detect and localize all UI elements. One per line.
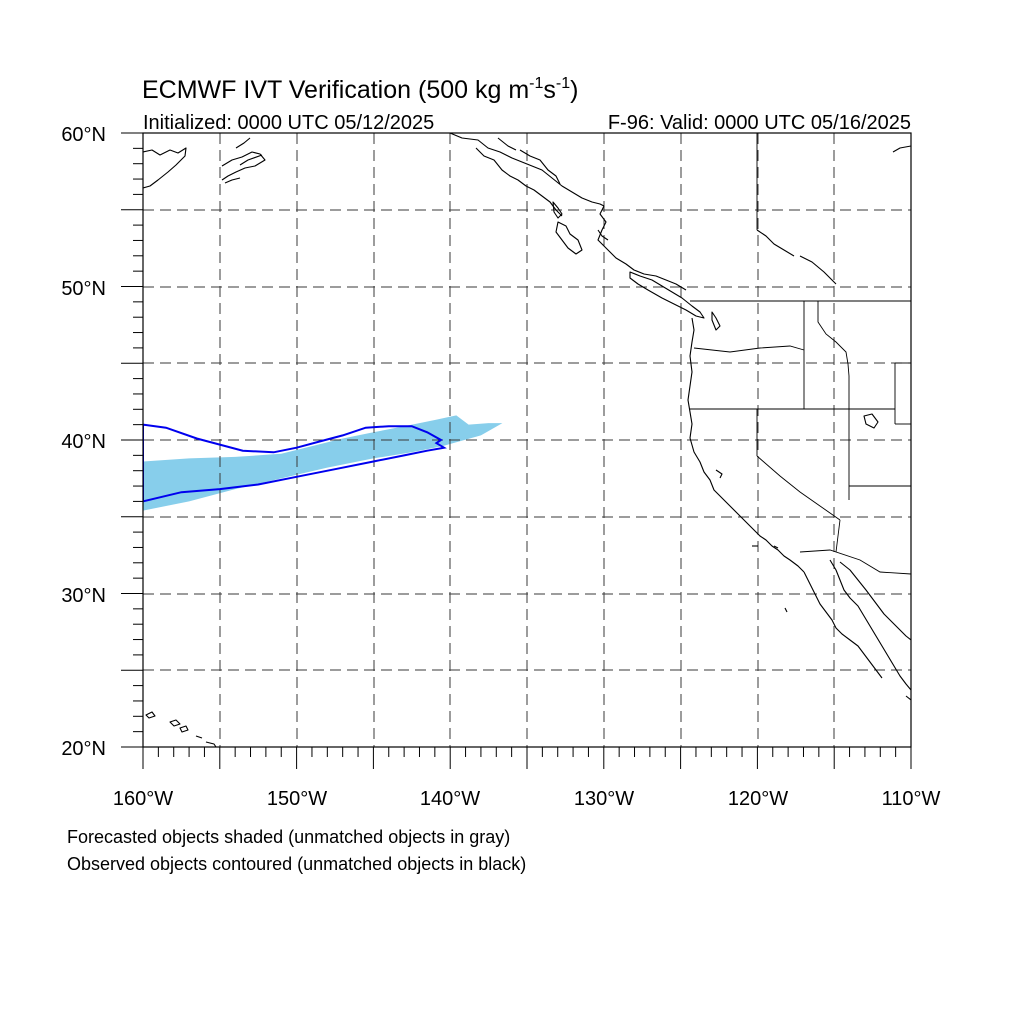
- latitude-labels: 60°N 50°N 40°N 30°N 20°N: [61, 124, 106, 760]
- lon-label-140w: 140°W: [420, 788, 480, 810]
- observed-object-contour: [143, 423, 447, 503]
- lat-label-40: 40°N: [61, 431, 106, 453]
- title-sup2: -1: [556, 75, 570, 92]
- footer-observed-note: Observed objects contoured (unmatched ob…: [67, 854, 526, 874]
- lat-label-50: 50°N: [61, 278, 106, 300]
- title-main: ECMWF IVT Verification (500 kg m: [142, 76, 529, 104]
- footer-forecast-note: Forecasted objects shaded (unmatched obj…: [67, 827, 510, 847]
- lon-label-110w: 110°W: [882, 788, 941, 810]
- longitude-labels: 160°W 150°W 140°W 130°W 120°W 110°W: [113, 788, 941, 810]
- political-borders: [690, 133, 911, 575]
- lat-label-20: 20°N: [61, 738, 106, 760]
- forecast-object-shading: [143, 415, 503, 511]
- initialized-label: Initialized: 0000 UTC 05/12/2025: [143, 112, 434, 134]
- lat-label-30: 30°N: [61, 585, 106, 607]
- lat-label-60: 60°N: [61, 124, 106, 146]
- lon-label-150w: 150°W: [267, 788, 327, 810]
- coastlines: [143, 133, 911, 747]
- lon-label-130w: 130°W: [574, 788, 634, 810]
- gridlines: [143, 133, 911, 747]
- map-title: ECMWF IVT Verification (500 kg m-1s-1): [142, 75, 578, 104]
- title-end: ): [570, 76, 578, 104]
- map-frame: [142, 132, 912, 748]
- lon-label-160w: 160°W: [113, 788, 173, 810]
- axis-ticks: [121, 132, 912, 769]
- title-sup1: -1: [529, 75, 543, 92]
- lon-label-120w: 120°W: [728, 788, 788, 810]
- title-mid: s: [543, 76, 556, 104]
- valid-label: F-96: Valid: 0000 UTC 05/16/2025: [608, 112, 911, 134]
